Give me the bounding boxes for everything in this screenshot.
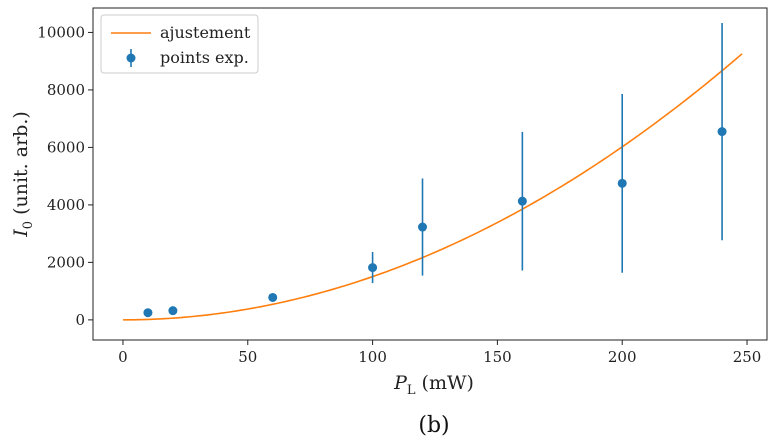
data-point: [717, 127, 727, 137]
axis-ticks: 0 50 100 150 200 250 0 2000 4000 6000 8000 10000: [37, 23, 761, 366]
legend-label-fit: ajustement: [160, 23, 251, 42]
data-point: [143, 308, 153, 318]
data-point: [517, 196, 527, 206]
fit-curve: [122, 53, 743, 321]
data-point: [418, 222, 428, 232]
legend: ajustement points exp.: [100, 14, 259, 74]
fit-layer: [122, 53, 743, 321]
y-axis-label: I0 (unit. arb.): [10, 111, 36, 238]
x-tick-label: 0: [118, 348, 128, 366]
y-tick-label: 0: [75, 311, 85, 329]
y-tick-label: 6000: [47, 138, 85, 156]
y-tick-label: 8000: [47, 81, 85, 99]
data-point: [368, 263, 378, 273]
legend-point-swatch: [126, 53, 136, 63]
data-point: [268, 292, 278, 302]
y-tick-label: 2000: [47, 253, 85, 271]
legend-box: [100, 14, 259, 74]
figure-caption: (b): [418, 413, 449, 438]
x-tick-label: 200: [608, 348, 637, 366]
legend-label-points: points exp.: [160, 48, 249, 67]
x-tick-label: 250: [733, 348, 762, 366]
y-tick-label: 4000: [47, 196, 85, 214]
x-tick-label: 100: [358, 348, 387, 366]
y-tick-label: 10000: [37, 23, 85, 41]
x-axis-label: PL (mW): [393, 372, 474, 398]
data-point: [168, 306, 178, 316]
points-layer: [143, 22, 727, 318]
data-point: [617, 178, 627, 188]
x-tick-label: 150: [483, 348, 512, 366]
x-tick-label: 50: [238, 348, 257, 366]
